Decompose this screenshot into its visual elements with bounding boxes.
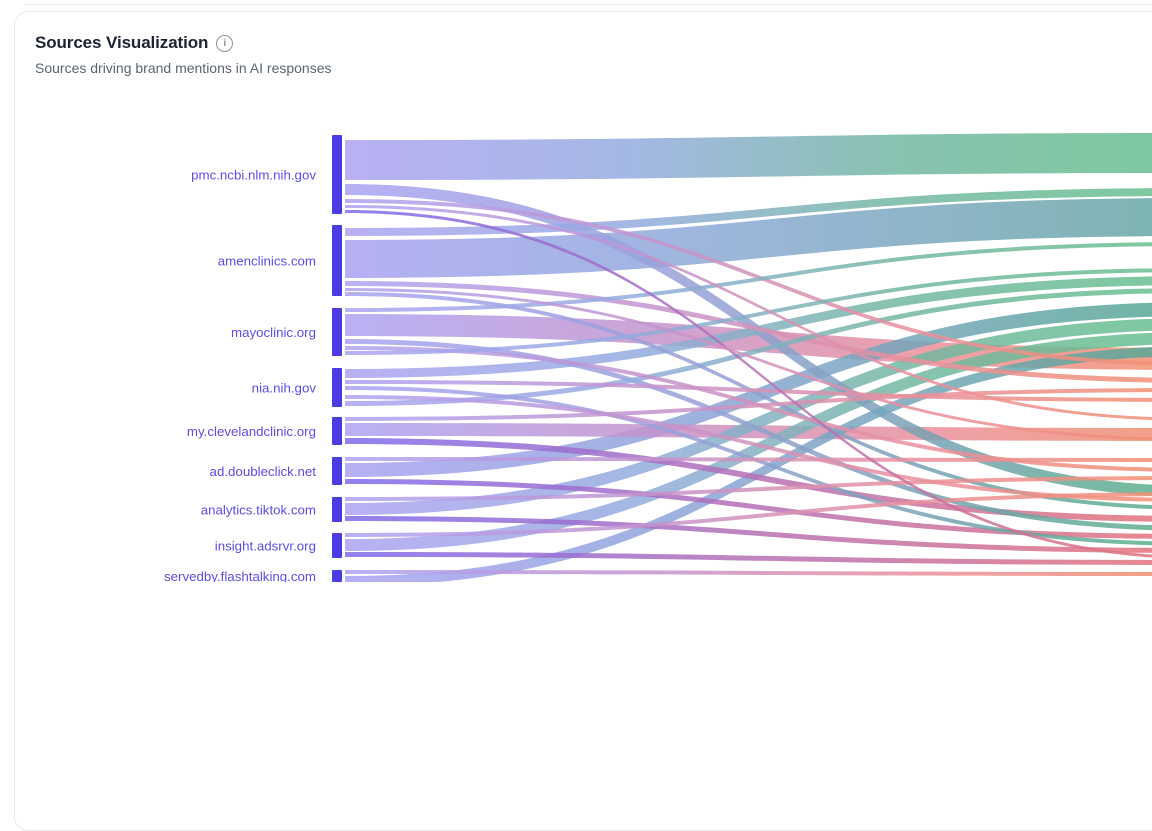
sankey-node-label[interactable]: servedby.flashtalking.com bbox=[164, 569, 316, 582]
sankey-flow[interactable] bbox=[345, 276, 1152, 378]
sankey-flow[interactable] bbox=[345, 516, 1152, 553]
sankey-flow[interactable] bbox=[345, 302, 1152, 477]
sankey-flow[interactable] bbox=[345, 492, 1152, 537]
sankey-flow[interactable] bbox=[345, 479, 1152, 539]
sankey-node-bar[interactable] bbox=[332, 417, 342, 445]
sankey-node-label[interactable]: nia.nih.gov bbox=[252, 381, 317, 396]
sankey-node-bar[interactable] bbox=[332, 308, 342, 356]
sankey-flow[interactable] bbox=[345, 188, 1152, 236]
sankey-node-bar[interactable] bbox=[332, 368, 342, 407]
sankey-node-bar[interactable] bbox=[332, 497, 342, 522]
sankey-flow[interactable] bbox=[345, 198, 1152, 278]
sankey-node-label[interactable]: pmc.ncbi.nlm.nih.gov bbox=[191, 168, 316, 183]
sankey-node-label[interactable]: ad.doubleclick.net bbox=[210, 464, 317, 479]
sankey-node-label[interactable]: analytics.tiktok.com bbox=[201, 503, 316, 518]
sankey-node-bar[interactable] bbox=[332, 570, 342, 582]
sankey-diagram: pmc.ncbi.nlm.nih.gov amenclinics.com mayoc… bbox=[164, 133, 1152, 582]
sankey-node-bar[interactable] bbox=[332, 135, 342, 214]
info-icon[interactable]: i bbox=[216, 35, 234, 52]
sankey-flow[interactable] bbox=[345, 457, 1152, 462]
sankey-node-bar[interactable] bbox=[332, 225, 342, 296]
sankey-node-label[interactable]: amenclinics.com bbox=[218, 254, 316, 269]
top-divider bbox=[24, 4, 1152, 5]
card-header: Sources Visualization i Sources driving … bbox=[15, 12, 1152, 76]
sankey-node-label[interactable]: mayoclinic.org bbox=[231, 325, 316, 340]
sankey-flow[interactable] bbox=[345, 552, 1152, 565]
card-subtitle: Sources driving brand mentions in AI res… bbox=[35, 60, 332, 76]
sankey-node-bar[interactable] bbox=[332, 457, 342, 485]
sankey-flow[interactable] bbox=[345, 380, 1152, 402]
sankey-chart: pmc.ncbi.nlm.nih.gov amenclinics.com mayoc… bbox=[164, 133, 1152, 582]
sankey-node-bar[interactable] bbox=[332, 533, 342, 558]
sankey-node-label[interactable]: insight.adsrvr.org bbox=[215, 539, 316, 554]
sankey-flow[interactable] bbox=[345, 570, 1152, 576]
sankey-flow[interactable] bbox=[345, 388, 1152, 421]
sankey-node-label[interactable]: my.clevelandclinic.org bbox=[187, 424, 316, 439]
sankey-flow[interactable] bbox=[345, 476, 1152, 501]
sankey-flow[interactable] bbox=[345, 133, 1152, 180]
card-title: Sources Visualization bbox=[35, 33, 209, 52]
